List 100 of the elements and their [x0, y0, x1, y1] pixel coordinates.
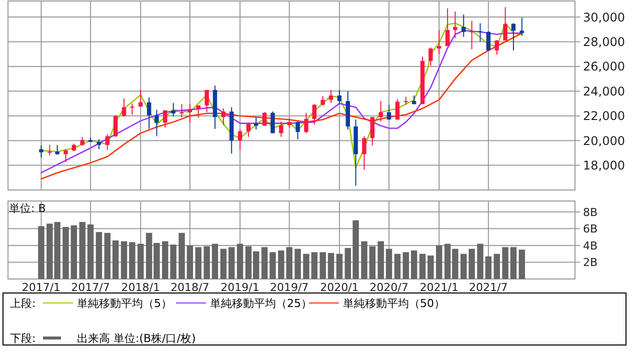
- bar: [419, 254, 426, 279]
- legend-label: 単純移動平均（25）: [210, 296, 312, 310]
- bar: [87, 224, 94, 279]
- candlestick: [39, 145, 44, 158]
- x-tick-label: 2021/7: [469, 281, 508, 294]
- candlestick: [370, 116, 374, 146]
- y-tick-label: 20,000: [583, 134, 625, 148]
- x-tick-label: 2017/7: [71, 281, 110, 294]
- candlestick: [96, 138, 102, 150]
- bar: [428, 256, 434, 279]
- bar: [494, 254, 500, 279]
- candlestick: [221, 108, 226, 126]
- candlestick: [428, 46, 433, 66]
- candlestick: [328, 89, 334, 104]
- candlestick: [122, 98, 126, 117]
- candlestick: [163, 110, 168, 128]
- candlestick: [337, 89, 342, 105]
- legend-title: 上段:: [10, 296, 36, 310]
- legend-label: 単純移動平均（5）: [77, 296, 172, 310]
- bar: [129, 242, 136, 279]
- x-tick-label: 2021/1: [420, 281, 458, 294]
- bar: [220, 248, 227, 279]
- candlestick: [304, 112, 308, 134]
- bar: [386, 248, 392, 279]
- bar: [236, 244, 244, 279]
- bar: [311, 252, 318, 279]
- bar: [320, 252, 326, 279]
- y-tick-label: 8B: [583, 206, 598, 219]
- bar: [369, 246, 376, 279]
- bar: [120, 241, 128, 279]
- bar: [436, 245, 442, 279]
- candlestick: [180, 104, 184, 118]
- candlestick: [511, 22, 516, 51]
- y-tick-label: 6B: [583, 222, 598, 236]
- legend-title: 下段:: [10, 332, 36, 345]
- x-tick-label: 2017/1: [22, 281, 61, 294]
- candlestick: [105, 134, 110, 150]
- candlestick: [113, 114, 118, 138]
- annotation: 単位: B: [9, 202, 46, 215]
- candlestick: [478, 22, 482, 42]
- bar: [477, 244, 484, 279]
- candlestick: [404, 96, 408, 106]
- y-tick-label: 22,000: [583, 109, 625, 124]
- candlestick: [486, 30, 491, 52]
- bar: [336, 254, 343, 279]
- bar: [394, 254, 401, 279]
- bar: [294, 248, 301, 279]
- bar: [270, 252, 276, 279]
- candlestick: [445, 8, 450, 47]
- candlestick: [494, 39, 499, 56]
- x-tick-label: 2018/1: [121, 281, 160, 294]
- x-tick-label: 2020/1: [320, 281, 359, 294]
- candlestick: [55, 144, 60, 156]
- bar: [485, 256, 492, 279]
- candlestick: [270, 111, 275, 134]
- bar: [402, 252, 409, 279]
- candlestick: [64, 148, 68, 163]
- bar: [38, 226, 44, 279]
- bar: [70, 225, 78, 279]
- legend-label: 出来高 単位:(B株/口/枚): [77, 332, 196, 345]
- bar: [502, 247, 508, 279]
- x-tick-label: 2019/1: [220, 281, 260, 294]
- bar: [228, 247, 235, 279]
- bar: [460, 254, 467, 279]
- bar: [104, 232, 111, 279]
- candlestick: [287, 118, 292, 128]
- bar: [178, 232, 185, 279]
- bar: [162, 241, 168, 279]
- x-tick-label: 2020/7: [370, 281, 408, 294]
- x-tick-label: 2019/7: [270, 281, 309, 294]
- candlestick: [386, 104, 392, 120]
- bar: [170, 244, 176, 279]
- candlestick: [154, 109, 159, 137]
- bar: [510, 247, 517, 279]
- y-tick-label: 24,000: [583, 84, 625, 98]
- candlestick: [453, 11, 458, 39]
- candlestick: [320, 96, 325, 106]
- candlestick: [520, 17, 524, 36]
- y-tick-label: 2B: [583, 256, 598, 270]
- bar: [303, 254, 310, 279]
- bar: [96, 232, 102, 279]
- legend-label: 単純移動平均（50）: [343, 296, 445, 310]
- candlestick: [395, 98, 400, 120]
- candlestick: [312, 104, 316, 126]
- bar: [328, 253, 334, 279]
- bar: [79, 222, 86, 279]
- bar: [195, 247, 202, 279]
- bar: [261, 247, 268, 279]
- bar: [204, 246, 210, 279]
- candlestick: [279, 120, 284, 138]
- bar: [62, 227, 69, 279]
- y-tick-label: 4B: [583, 239, 598, 252]
- y-tick-label: 28,000: [583, 34, 625, 49]
- y-tick-label: 26,000: [583, 60, 625, 74]
- y-tick-label: 30,000: [583, 10, 625, 24]
- candlestick: [362, 136, 366, 170]
- bar: [468, 248, 475, 279]
- bar: [186, 245, 194, 279]
- bar: [138, 244, 144, 279]
- x-tick-label: 2018/7: [170, 281, 210, 294]
